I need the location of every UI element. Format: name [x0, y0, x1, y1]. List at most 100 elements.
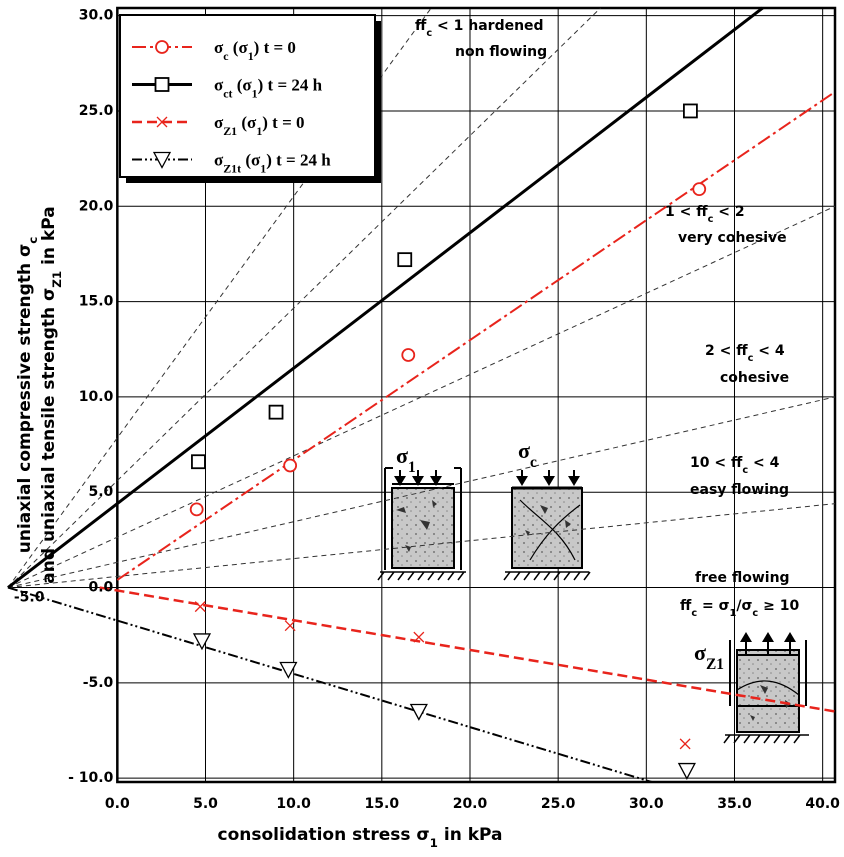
subscript: Z1	[50, 271, 64, 288]
y-tick-label: 0.0	[89, 580, 114, 596]
region-label: 1 < ffc < 2	[665, 204, 745, 225]
labels: -5.00.0 5.0 10.0 15.0 20.0 25.0 30.0 35.0 40.030…	[14, 8, 840, 850]
marker	[397, 252, 413, 268]
text-part: σ	[214, 38, 224, 57]
region-label: 2 < ffc < 4	[705, 343, 785, 364]
y-tick-label: 25.0	[79, 103, 114, 119]
x-tick-label: 10.0	[276, 796, 311, 812]
marker	[192, 633, 212, 651]
fit-line	[116, 91, 836, 581]
subscript: 1	[256, 124, 262, 138]
text-part: (σ	[241, 151, 261, 170]
text-part: < 4	[748, 455, 779, 471]
text-part: (σ	[237, 113, 257, 132]
text-part: 2 < ff	[705, 343, 748, 359]
x-tick-label: 5.0	[193, 796, 218, 812]
x-tick-label: 25.0	[541, 796, 576, 812]
marker	[154, 77, 170, 92]
text-part: 10 < ff	[690, 455, 743, 471]
text-part: ) t = 0	[254, 38, 296, 57]
subscript: c	[748, 353, 754, 364]
subscript: c	[752, 608, 758, 619]
subscript: 1	[252, 87, 258, 101]
marker	[156, 116, 168, 128]
text-part: = σ	[697, 598, 729, 614]
text-part: uniaxial compressive strength σ	[15, 244, 35, 553]
text-part: cohesive	[720, 370, 789, 386]
marker	[413, 631, 425, 643]
legend-label: σZ1 (σ1) t = 0	[214, 113, 305, 138]
y-tick-label: 10.0	[79, 389, 114, 405]
subscript: Z1	[706, 656, 724, 673]
y-tick-label: - 10.0	[68, 770, 113, 786]
text-part: ff	[680, 598, 692, 614]
y-tick-label: 20.0	[79, 198, 114, 214]
text-part: non flowing	[455, 44, 547, 60]
region-label: free flowing	[695, 570, 790, 586]
reference-line	[7, 503, 836, 589]
subscript: c	[26, 237, 40, 244]
x-tick-label: 20.0	[453, 796, 488, 812]
test-cell	[377, 467, 466, 581]
x-tick-label: 35.0	[717, 796, 752, 812]
subscript: ct	[223, 87, 232, 101]
illustration-label: σZ1	[694, 640, 724, 673]
x-tick-label: 30.0	[629, 796, 664, 812]
y-axis-label: and uniaxial tensile strength σZ1 in kPa	[39, 206, 64, 583]
region-label: easy flowing	[690, 482, 789, 498]
region-label: ffc = σ1/σc ≥ 10	[680, 598, 799, 619]
illustrations	[377, 467, 809, 744]
text-part: σ	[214, 113, 224, 132]
region-label: 10 < ffc < 4	[690, 455, 780, 476]
y-tick-label: 5.0	[89, 484, 114, 500]
fit-line	[7, 586, 652, 783]
x-tick-label: 40.0	[805, 796, 840, 812]
marker	[189, 502, 204, 517]
illustration-label: σc	[518, 438, 537, 471]
subscript: c	[426, 28, 432, 39]
text-part: < 2	[713, 204, 744, 220]
text-part: (σ	[229, 38, 249, 57]
text-part: < 4	[753, 343, 784, 359]
marker	[152, 151, 172, 169]
marker	[268, 404, 284, 420]
x-tick-label: -5.0	[14, 590, 45, 606]
subscript: c	[223, 49, 228, 63]
subscript: c	[708, 214, 714, 225]
x-axis-label: consolidation stress σ1 in kPa	[218, 825, 503, 850]
reference-line	[7, 7, 601, 588]
text-part: ≥ 10	[758, 598, 799, 614]
subscript: 1	[730, 608, 737, 619]
fit-line	[7, 6, 764, 589]
text-part: easy flowing	[690, 482, 789, 498]
text-part: in kPa	[39, 206, 59, 271]
y-tick-label: -5.0	[83, 675, 114, 691]
test-cell	[723, 632, 809, 744]
region-label: ffc < 1 hardened	[415, 18, 544, 39]
subscript: 1	[430, 836, 438, 850]
text-part: ) t = 0	[262, 113, 304, 132]
subscript: c	[530, 454, 537, 471]
plot-frame	[116, 6, 837, 784]
test-cell	[503, 470, 591, 581]
subscript: Z1t	[223, 162, 241, 176]
text-part: σ	[694, 640, 706, 665]
text-part: very cohesive	[678, 230, 787, 246]
legend-label: σct (σ1) t = 24 h	[214, 76, 323, 101]
subscript: 1	[408, 459, 416, 476]
legend-label: σZ1t (σ1) t = 24 h	[214, 151, 331, 176]
markers	[189, 103, 707, 780]
marker	[683, 103, 698, 119]
y-axis-label: uniaxial compressive strength σc	[15, 237, 40, 554]
reference-line	[7, 396, 836, 589]
marker	[194, 601, 206, 613]
subscript: 1	[260, 162, 266, 176]
subscript: c	[691, 608, 697, 619]
text-part: ) t = 24 h	[258, 76, 323, 95]
text-part: σ	[214, 76, 224, 95]
legend-label: σc (σ1) t = 0	[214, 38, 296, 63]
text-part: and uniaxial tensile strength σ	[39, 288, 59, 584]
text-part: ) t = 24 h	[266, 151, 331, 170]
